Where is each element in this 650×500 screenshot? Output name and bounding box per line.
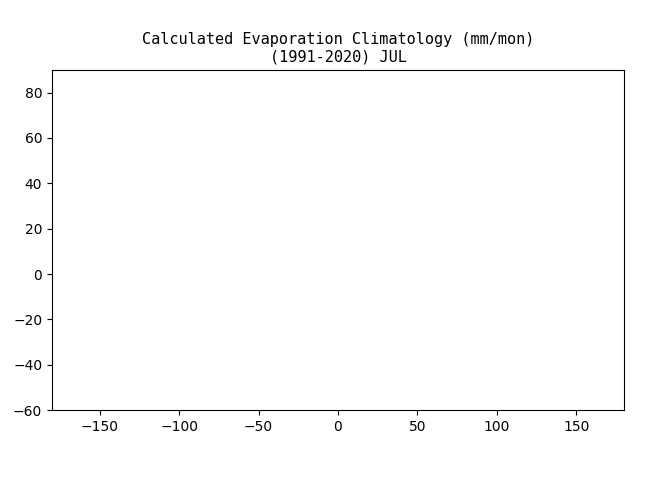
- Title: Calculated Evaporation Climatology (mm/mon)
(1991-2020) JUL: Calculated Evaporation Climatology (mm/m…: [142, 32, 534, 64]
